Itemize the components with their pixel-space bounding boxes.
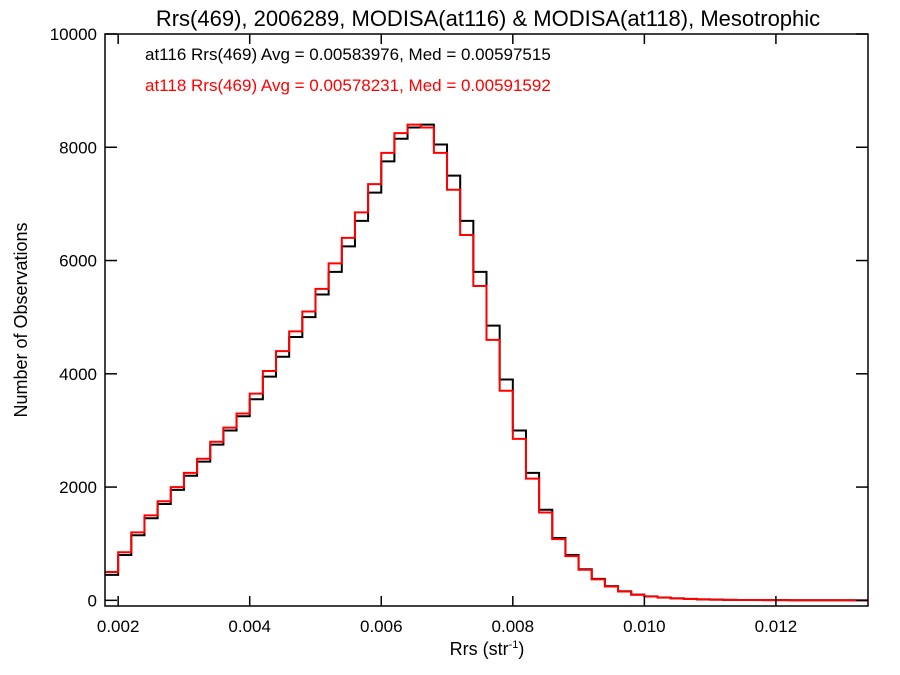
- series-line-at118: [105, 123, 868, 602]
- y-tick-label: 6000: [59, 252, 97, 271]
- series-line-at116: [105, 123, 868, 602]
- y-tick-label: 8000: [59, 138, 97, 157]
- chart-title: Rrs(469), 2006289, MODISA(at116) & MODIS…: [156, 6, 820, 31]
- x-tick-label: 0.008: [492, 617, 535, 636]
- y-axis: 0 2000 4000 6000 8000 10000: [50, 25, 868, 610]
- x-tick-label: 0.006: [360, 617, 403, 636]
- x-axis-label-sup: -1: [509, 639, 519, 651]
- x-axis-label-main: Rrs (str: [450, 639, 509, 659]
- x-axis-label-end: ): [518, 639, 524, 659]
- x-axis-label: Rrs (str-1): [450, 639, 525, 659]
- x-tick-label: 0.010: [623, 617, 666, 636]
- y-tick-label: 4000: [59, 365, 97, 384]
- plot-frame: [104, 33, 869, 607]
- x-tick-label: 0.002: [97, 617, 140, 636]
- y-tick-label: 2000: [59, 478, 97, 497]
- x-tick-label: 0.012: [755, 617, 798, 636]
- y-tick-label: 10000: [50, 25, 97, 44]
- x-tick-label: 0.004: [228, 617, 271, 636]
- y-tick-label: 0: [88, 591, 97, 610]
- y-axis-label: Number of Observations: [11, 222, 31, 417]
- legend-entry-at118: at118 Rrs(469) Avg = 0.00578231, Med = 0…: [145, 76, 551, 95]
- x-axis: 0.002 0.004 0.006 0.008 0.010 0.012: [97, 34, 797, 636]
- series-layer: [105, 123, 868, 602]
- legend-entry-at116: at116 Rrs(469) Avg = 0.00583976, Med = 0…: [145, 45, 551, 64]
